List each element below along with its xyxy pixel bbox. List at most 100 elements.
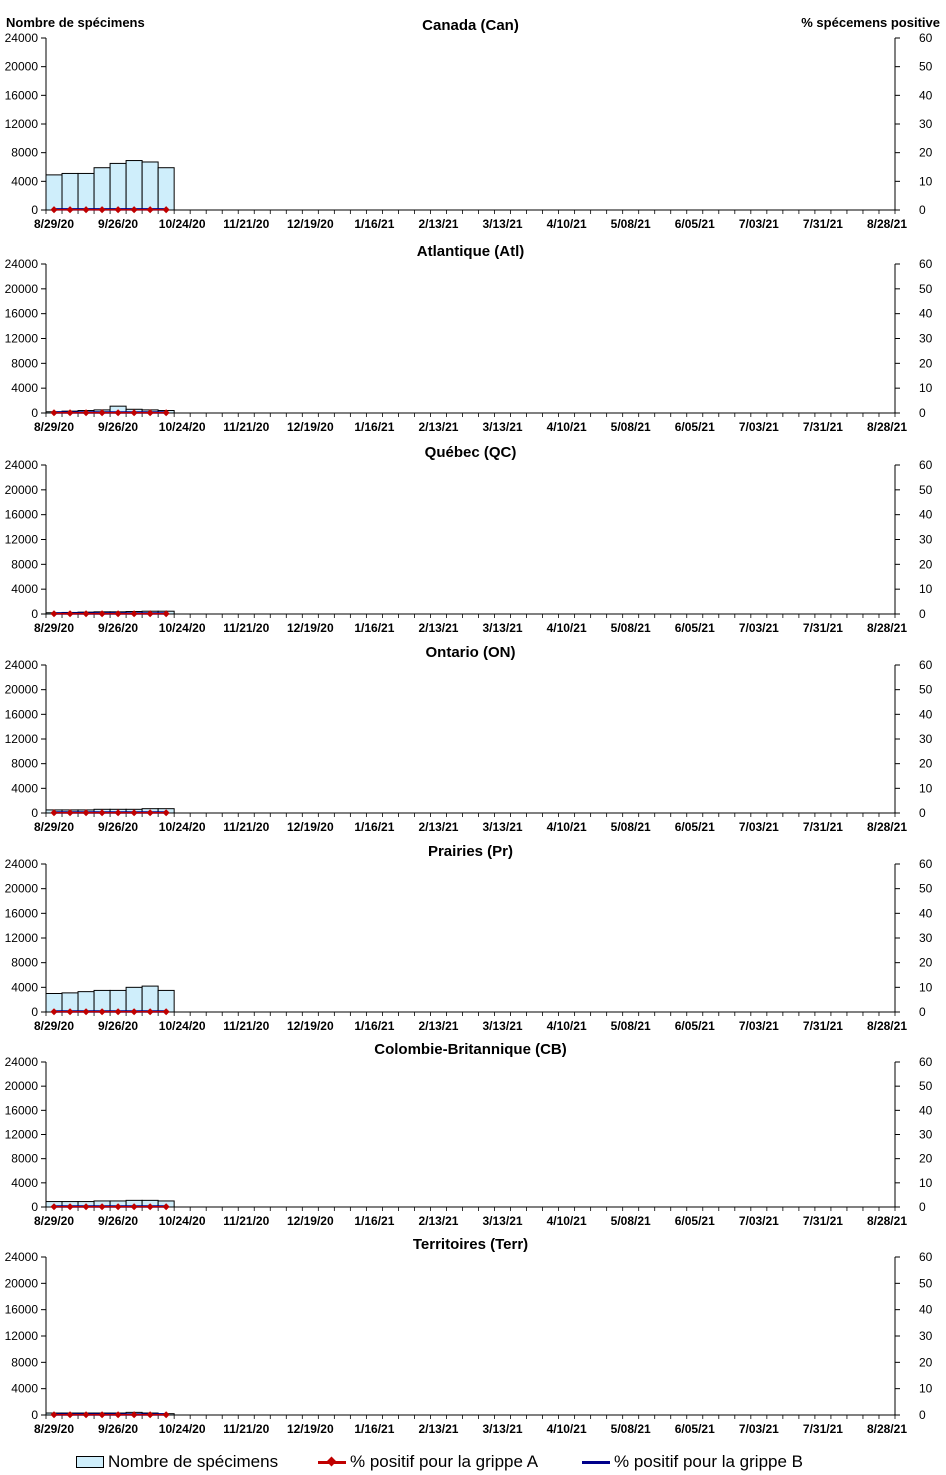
x-tick-label: 7/03/21 [739, 1422, 779, 1436]
right-tick-label: 0 [919, 1200, 926, 1214]
x-tick-label: 11/21/20 [223, 621, 269, 635]
x-tick-label: 4/10/21 [547, 1214, 587, 1228]
right-tick-label: 30 [919, 931, 933, 945]
right-tick-label: 10 [919, 381, 933, 395]
point-flu-a [50, 206, 58, 214]
point-flu-a [162, 206, 170, 214]
bar-specimens [109, 162, 127, 211]
x-tick-label: 3/13/21 [483, 1422, 523, 1436]
x-tick-label: 3/13/21 [483, 621, 523, 635]
right-tick-label: 10 [919, 781, 933, 795]
x-tick-label: 1/16/21 [354, 820, 394, 834]
right-tick-label: 30 [919, 533, 933, 547]
left-tick-label: 12000 [5, 117, 39, 131]
point-flu-a [146, 409, 154, 417]
x-tick-label: 10/24/20 [159, 420, 206, 434]
x-tick-label: 2/13/21 [418, 217, 458, 231]
chart-panel-5: Colombie-Britannique (CB) 0 4000 8000 12000 1… [5, 1041, 933, 1228]
x-tick-label: 1/16/21 [354, 1214, 394, 1228]
point-flu-a [130, 610, 138, 618]
right-tick-label: 60 [919, 857, 933, 871]
chart-title: Prairies (Pr) [428, 843, 513, 860]
legend: Nombre de spécimens % positif pour la gr… [0, 1448, 946, 1475]
x-tick-label: 11/21/20 [223, 1422, 269, 1436]
left-tick-label: 8000 [11, 557, 38, 571]
chart-panel-0: Canada (Can) 0 4000 8000 12000 16000 20000 2400… [5, 17, 933, 231]
point-flu-a [66, 1008, 74, 1016]
x-tick-label: 6/05/21 [675, 1019, 715, 1033]
x-tick-label: 7/03/21 [739, 1019, 779, 1033]
left-tick-label: 16000 [5, 88, 39, 102]
chart-panel-3: Ontario (ON) 0 4000 8000 12000 16000 20000 2400… [5, 644, 933, 834]
right-tick-label: 0 [919, 1005, 926, 1019]
x-tick-label: 7/03/21 [739, 217, 779, 231]
point-flu-a [98, 1411, 106, 1419]
x-tick-label: 11/21/20 [223, 217, 269, 231]
x-tick-label: 12/19/20 [287, 621, 334, 635]
right-tick-label: 0 [919, 406, 926, 420]
point-flu-a [50, 1008, 58, 1016]
point-flu-a [50, 409, 58, 417]
x-tick-label: 8/29/20 [34, 1422, 74, 1436]
right-tick-label: 50 [919, 1079, 933, 1093]
right-tick-label: 30 [919, 332, 933, 346]
point-flu-a [130, 206, 138, 214]
left-tick-label: 24000 [5, 257, 39, 271]
left-tick-label: 8000 [11, 956, 38, 970]
left-tick-label: 16000 [5, 508, 39, 522]
right-tick-label: 50 [919, 683, 933, 697]
x-tick-label: 2/13/21 [418, 820, 458, 834]
x-tick-label: 6/05/21 [675, 420, 715, 434]
chart-panel-1: Atlantique (Atl) 0 4000 8000 12000 16000 20000… [5, 243, 933, 434]
x-tick-label: 5/08/21 [611, 820, 651, 834]
x-tick-label: 7/31/21 [803, 1214, 843, 1228]
bar-specimens [125, 160, 143, 211]
x-tick-label: 8/29/20 [34, 420, 74, 434]
chart-title: Québec (QC) [425, 444, 517, 461]
right-tick-label: 10 [919, 582, 933, 596]
x-tick-label: 3/13/21 [483, 1019, 523, 1033]
left-tick-label: 4000 [11, 381, 38, 395]
x-tick-label: 1/16/21 [354, 1019, 394, 1033]
point-flu-a [114, 1411, 122, 1419]
point-flu-a [114, 206, 122, 214]
x-tick-label: 4/10/21 [547, 621, 587, 635]
left-tick-label: 8000 [11, 356, 38, 370]
left-tick-label: 8000 [11, 1355, 38, 1369]
x-tick-label: 12/19/20 [287, 820, 334, 834]
x-tick-label: 9/26/20 [98, 1214, 138, 1228]
legend-label-flu-a: % positif pour la grippe A [350, 1452, 539, 1471]
x-tick-label: 3/13/21 [483, 1214, 523, 1228]
point-flu-a [162, 1008, 170, 1016]
left-tick-label: 12000 [5, 1329, 39, 1343]
point-flu-a [114, 409, 122, 417]
point-flu-a [82, 206, 90, 214]
point-flu-a [66, 610, 74, 618]
right-tick-label: 60 [919, 658, 933, 672]
left-tick-label: 12000 [5, 332, 39, 346]
point-flu-a [98, 1008, 106, 1016]
bar-specimens [61, 172, 79, 211]
point-flu-a [82, 409, 90, 417]
x-tick-label: 5/08/21 [611, 1422, 651, 1436]
x-tick-label: 1/16/21 [354, 420, 394, 434]
right-tick-label: 0 [919, 806, 926, 820]
x-tick-label: 8/28/21 [867, 420, 907, 434]
x-tick-label: 8/28/21 [867, 1019, 907, 1033]
x-tick-label: 9/26/20 [98, 217, 138, 231]
right-tick-label: 60 [919, 31, 933, 45]
x-tick-label: 3/13/21 [483, 217, 523, 231]
x-tick-label: 5/08/21 [611, 1214, 651, 1228]
x-tick-label: 9/26/20 [98, 621, 138, 635]
left-tick-label: 24000 [5, 1250, 39, 1264]
left-tick-label: 16000 [5, 307, 39, 321]
right-tick-label: 10 [919, 1176, 933, 1190]
left-tick-label: 20000 [5, 1276, 39, 1290]
right-tick-label: 20 [919, 557, 933, 571]
x-tick-label: 10/24/20 [159, 1019, 206, 1033]
point-flu-a [98, 409, 106, 417]
x-tick-label: 6/05/21 [675, 1214, 715, 1228]
right-tick-label: 30 [919, 732, 933, 746]
x-tick-label: 8/29/20 [34, 217, 74, 231]
x-tick-label: 7/31/21 [803, 621, 843, 635]
